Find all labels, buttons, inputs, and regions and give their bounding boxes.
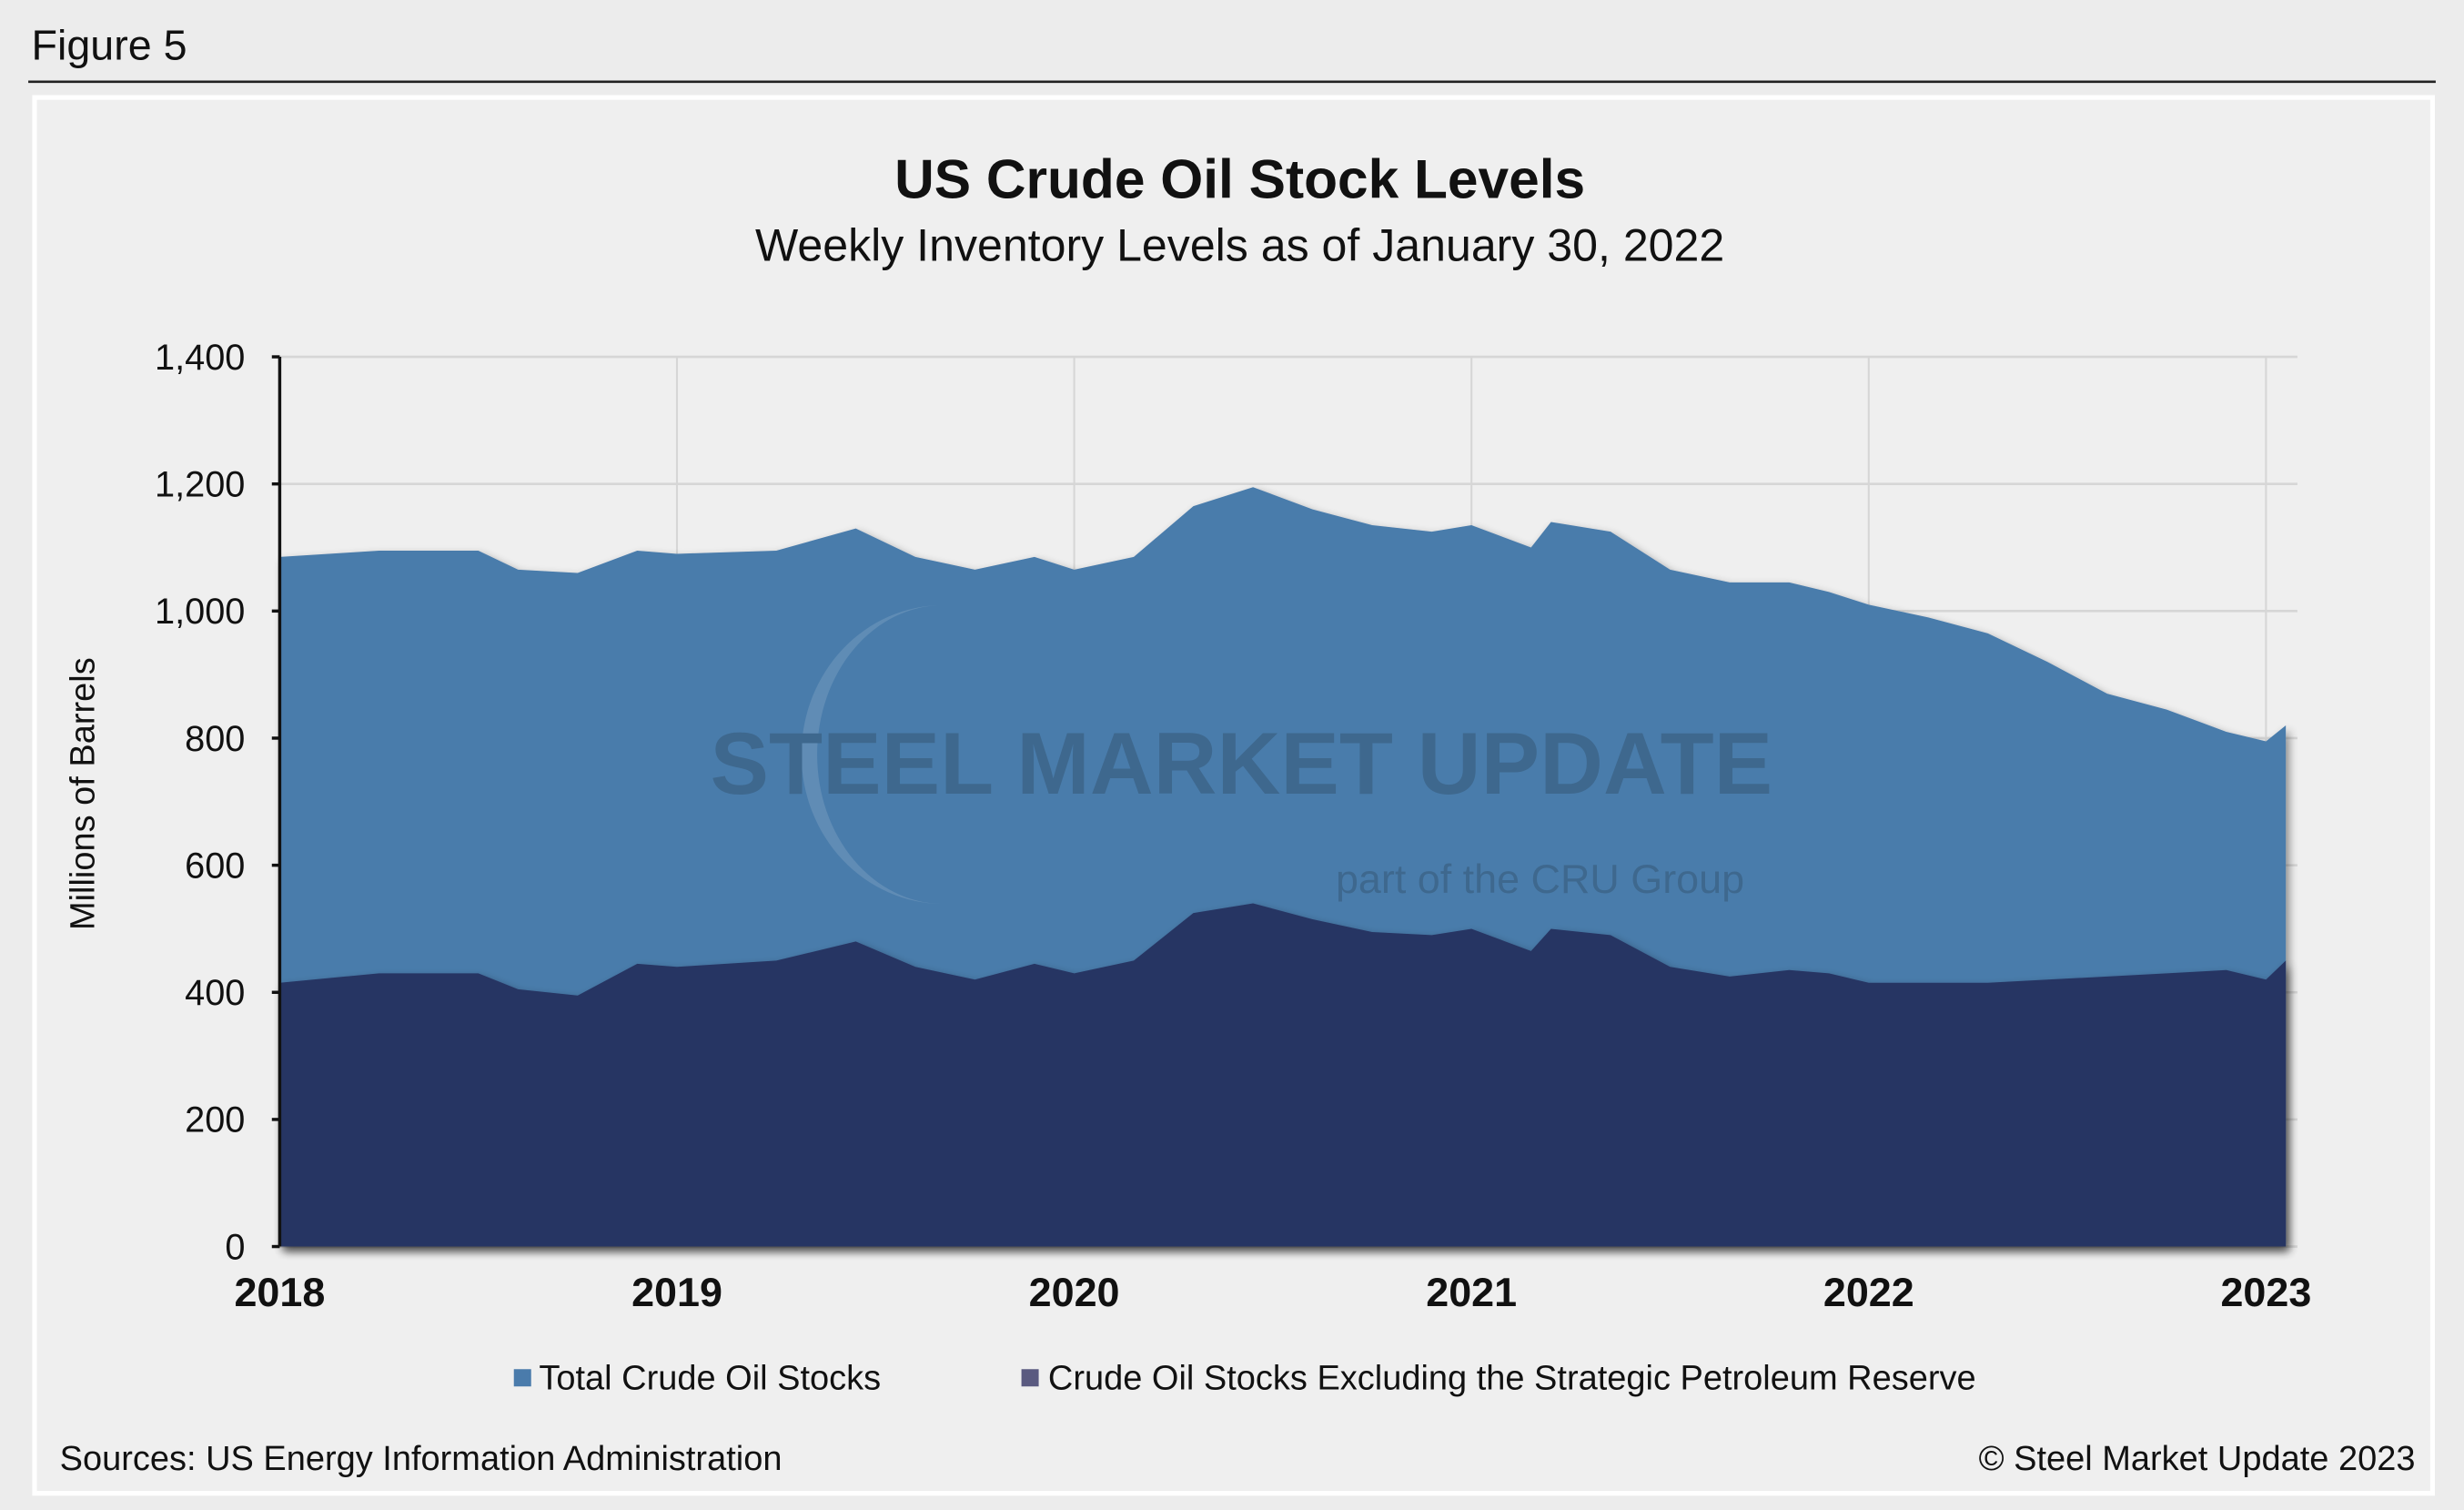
y-axis-label: Millions of Barrels	[65, 657, 103, 930]
x-tick-label: 2022	[1823, 1269, 1914, 1315]
y-tick-label: 400	[185, 973, 245, 1013]
x-tick-label: 2019	[631, 1269, 722, 1315]
copyright-note: © Steel Market Update 2023	[1979, 1440, 2416, 1478]
y-tick-label: 1,000	[155, 592, 245, 632]
x-tick-label: 2021	[1426, 1269, 1517, 1315]
y-tick-label: 800	[185, 719, 245, 759]
legend-label-commercial: Crude Oil Stocks Excluding the Strategic…	[1048, 1360, 1976, 1398]
watermark-text: STEEL MARKET UPDATE	[711, 714, 1773, 813]
legend-swatch-commercial	[1021, 1369, 1039, 1387]
legend-swatch-total	[513, 1369, 531, 1387]
area-commercial-crude-stocks	[279, 903, 2287, 1247]
sources-note: Sources: US Energy Information Administr…	[60, 1440, 783, 1478]
y-tick-label: 600	[185, 846, 245, 886]
y-tick-label: 0	[225, 1227, 245, 1267]
axes: 0 200 400 600 800 1,000 1,200 1,400 2018 2019 2020…	[155, 338, 2311, 1315]
chart-title: US Crude Oil Stock Levels	[894, 148, 1585, 210]
x-tick-label: 2020	[1029, 1269, 1120, 1315]
y-tick-label: 1,400	[155, 338, 245, 378]
legend-label-total: Total Crude Oil Stocks	[539, 1360, 881, 1398]
x-tick-label: 2023	[2220, 1269, 2311, 1315]
x-tick-label: 2018	[234, 1269, 325, 1315]
y-tick-label: 200	[185, 1100, 245, 1140]
figure-label: Figure 5	[32, 22, 187, 69]
watermark: STEEL MARKET UPDATE part of the CRU Grou…	[711, 604, 1773, 905]
chart-subtitle: Weekly Inventory Levels as of January 30…	[755, 220, 1724, 271]
legend: Total Crude Oil Stocks Crude Oil Stocks …	[513, 1360, 1976, 1398]
y-tick-label: 1,200	[155, 465, 245, 505]
watermark-subtext: part of the CRU Group	[1336, 856, 1744, 902]
plot-areas	[279, 487, 2287, 1247]
